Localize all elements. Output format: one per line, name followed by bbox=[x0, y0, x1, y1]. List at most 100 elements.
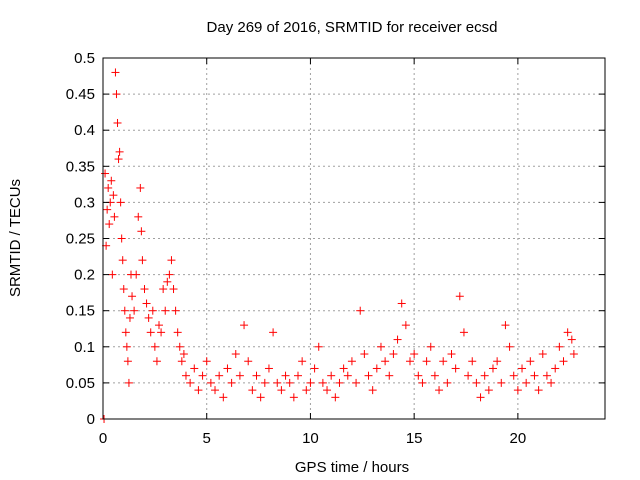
x-tick-label: 15 bbox=[406, 430, 423, 447]
data-point bbox=[547, 378, 556, 387]
data-point bbox=[198, 371, 207, 380]
data-point bbox=[302, 386, 311, 395]
data-point bbox=[306, 378, 315, 387]
data-point bbox=[118, 256, 127, 265]
data-point bbox=[493, 357, 502, 366]
data-point bbox=[190, 364, 199, 373]
data-point bbox=[122, 342, 131, 351]
data-point bbox=[150, 342, 159, 351]
data-point bbox=[223, 364, 232, 373]
data-point bbox=[298, 357, 307, 366]
data-point bbox=[103, 205, 112, 214]
data-point bbox=[559, 357, 568, 366]
data-point bbox=[472, 378, 481, 387]
y-tick-label: 0.3 bbox=[74, 194, 95, 211]
data-point bbox=[567, 335, 576, 344]
data-point bbox=[372, 364, 381, 373]
data-point bbox=[211, 386, 220, 395]
data-point bbox=[273, 378, 282, 387]
data-point bbox=[107, 176, 116, 185]
chart-title: Day 269 of 2016, SRMTID for receiver ecs… bbox=[207, 19, 498, 36]
data-point bbox=[240, 321, 249, 330]
data-point bbox=[128, 292, 137, 301]
y-tick-label: 0.4 bbox=[74, 122, 95, 139]
data-point bbox=[526, 357, 535, 366]
data-point bbox=[356, 306, 365, 315]
tick-labels-layer: 0 0.05 0.1 0.15 0.2 0.25 0.3 0.35 0.4 0.45 0.5 0 5 10… bbox=[66, 50, 526, 447]
data-point bbox=[393, 335, 402, 344]
x-tick-label: 20 bbox=[510, 430, 527, 447]
data-point bbox=[376, 342, 385, 351]
data-point bbox=[518, 364, 527, 373]
data-point bbox=[476, 393, 485, 402]
x-tick-label: 5 bbox=[203, 430, 211, 447]
data-point bbox=[121, 328, 130, 337]
data-point bbox=[443, 378, 452, 387]
data-point bbox=[138, 256, 147, 265]
y-tick-label: 0.2 bbox=[74, 267, 95, 284]
data-point bbox=[231, 350, 240, 359]
data-point bbox=[123, 357, 132, 366]
data-point bbox=[181, 371, 190, 380]
data-point bbox=[343, 371, 352, 380]
data-point bbox=[256, 393, 265, 402]
data-point bbox=[114, 155, 123, 164]
data-point bbox=[264, 364, 273, 373]
data-point bbox=[364, 371, 373, 380]
data-point bbox=[501, 321, 510, 330]
ticks-layer bbox=[102, 57, 605, 420]
y-tick-label: 0.25 bbox=[66, 231, 95, 248]
x-tick-label: 10 bbox=[302, 430, 319, 447]
data-point bbox=[381, 357, 390, 366]
data-point bbox=[134, 212, 143, 221]
data-point bbox=[430, 371, 439, 380]
y-tick-label: 0.05 bbox=[66, 375, 95, 392]
points-layer bbox=[100, 68, 578, 423]
data-point bbox=[105, 220, 114, 229]
data-point bbox=[347, 357, 356, 366]
data-point bbox=[163, 277, 172, 286]
data-point bbox=[530, 371, 539, 380]
data-point bbox=[435, 386, 444, 395]
data-point bbox=[426, 342, 435, 351]
data-point bbox=[534, 386, 543, 395]
data-point bbox=[339, 364, 348, 373]
data-point bbox=[563, 328, 572, 337]
data-point bbox=[227, 378, 236, 387]
y-tick-label: 0 bbox=[87, 411, 95, 428]
data-point bbox=[455, 292, 464, 301]
data-point bbox=[124, 378, 133, 387]
data-point bbox=[497, 378, 506, 387]
y-axis-label: SRMTID / TECUs bbox=[7, 179, 24, 297]
data-point bbox=[101, 169, 110, 178]
data-point bbox=[252, 371, 261, 380]
data-point bbox=[169, 285, 178, 294]
data-point bbox=[186, 378, 195, 387]
data-point bbox=[323, 386, 332, 395]
data-point bbox=[155, 321, 164, 330]
data-point bbox=[542, 371, 551, 380]
data-point bbox=[418, 378, 427, 387]
data-point bbox=[161, 306, 170, 315]
data-point bbox=[401, 321, 410, 330]
data-point bbox=[281, 371, 290, 380]
data-point bbox=[140, 285, 149, 294]
data-point bbox=[538, 350, 547, 359]
data-point bbox=[179, 350, 188, 359]
data-point bbox=[260, 378, 269, 387]
data-point bbox=[551, 364, 560, 373]
data-point bbox=[165, 270, 174, 279]
data-point bbox=[215, 371, 224, 380]
data-point bbox=[116, 198, 125, 207]
data-point bbox=[175, 342, 184, 351]
data-point bbox=[422, 357, 431, 366]
data-point bbox=[505, 342, 514, 351]
data-point bbox=[130, 306, 139, 315]
data-point bbox=[289, 393, 298, 402]
data-point bbox=[104, 183, 113, 192]
data-point bbox=[285, 378, 294, 387]
data-point bbox=[277, 386, 286, 395]
data-point bbox=[142, 299, 151, 308]
y-tick-label: 0.15 bbox=[66, 303, 95, 320]
